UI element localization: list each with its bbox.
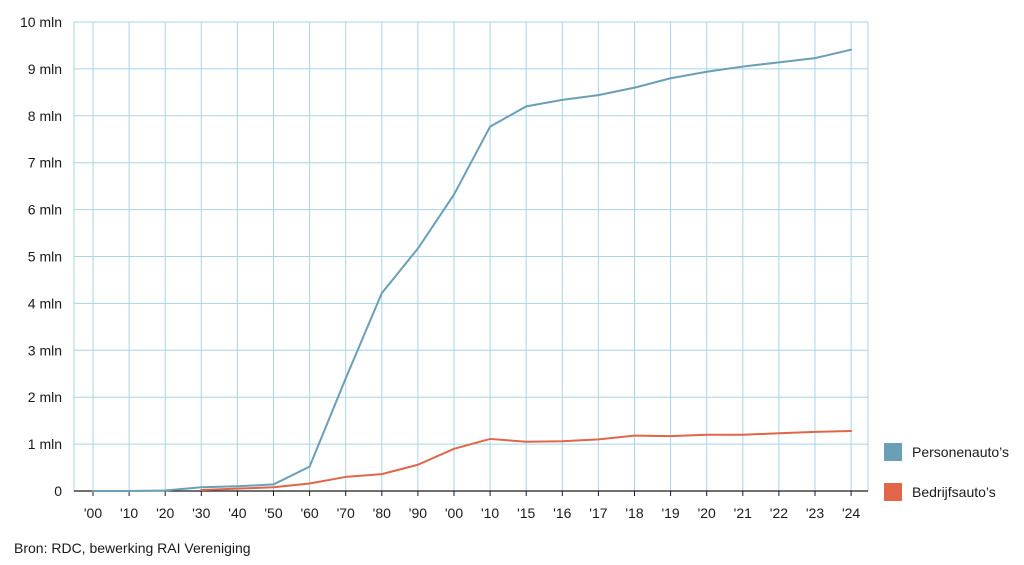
series-line-bedrijfsautos bbox=[200, 429, 853, 492]
y-tick-label: 2 mln bbox=[28, 389, 62, 405]
x-tick-label: '24 bbox=[842, 505, 860, 521]
x-tick-label: '22 bbox=[770, 505, 788, 521]
x-tick-label: '16 bbox=[553, 505, 571, 521]
line-chart: 0 1 mln 2 mln 3 mln 4 mln 5 mln 6 mln 7 mln 8 ml… bbox=[20, 14, 869, 521]
legend-item-bedrijfsautos: Bedrijfsauto’s bbox=[884, 480, 1009, 504]
x-tick-label: '19 bbox=[661, 505, 679, 521]
series-line-personenautos bbox=[92, 48, 853, 492]
legend: Personenauto’s Bedrijfsauto’s bbox=[884, 440, 1009, 520]
x-tick-label: '00 bbox=[445, 505, 463, 521]
y-tick-label: 4 mln bbox=[28, 295, 62, 311]
x-tick-label: '15 bbox=[517, 505, 535, 521]
x-tick-label: '50 bbox=[264, 505, 282, 521]
y-tick-label: 10 mln bbox=[20, 14, 62, 30]
y-tick-label: 6 mln bbox=[28, 202, 62, 218]
legend-item-personenautos: Personenauto’s bbox=[884, 440, 1009, 464]
x-tick-label: '10 bbox=[120, 505, 138, 521]
x-tick-label: '10 bbox=[481, 505, 499, 521]
y-tick-label: 0 bbox=[54, 483, 62, 499]
y-tick-label: 5 mln bbox=[28, 249, 62, 265]
legend-swatch-bedrijfsautos bbox=[884, 483, 902, 501]
x-tick-label: '60 bbox=[300, 505, 318, 521]
source-note: Bron: RDC, bewerking RAI Vereniging bbox=[14, 540, 251, 556]
y-tick-label: 9 mln bbox=[28, 61, 62, 77]
legend-label-bedrijfsautos: Bedrijfsauto’s bbox=[912, 484, 996, 500]
x-tick-label: '18 bbox=[625, 505, 643, 521]
y-tick-label: 3 mln bbox=[28, 342, 62, 358]
x-tick-label: '90 bbox=[409, 505, 427, 521]
x-tick-label: '20 bbox=[698, 505, 716, 521]
y-tick-label: 7 mln bbox=[28, 155, 62, 171]
y-tick-label: 8 mln bbox=[28, 108, 62, 124]
x-tick-label: '30 bbox=[192, 505, 210, 521]
x-tick-label: '80 bbox=[373, 505, 391, 521]
x-tick-label: '21 bbox=[734, 505, 752, 521]
x-tick-label: '20 bbox=[156, 505, 174, 521]
x-tick-label: '70 bbox=[337, 505, 355, 521]
x-tick-label: '40 bbox=[228, 505, 246, 521]
legend-label-personenautos: Personenauto’s bbox=[912, 444, 1010, 460]
legend-swatch-personenautos bbox=[884, 443, 902, 461]
x-tick-label: '17 bbox=[589, 505, 607, 521]
y-tick-label: 1 mln bbox=[28, 436, 62, 452]
x-tick-label: '23 bbox=[806, 505, 824, 521]
x-tick-label: '00 bbox=[84, 505, 102, 521]
